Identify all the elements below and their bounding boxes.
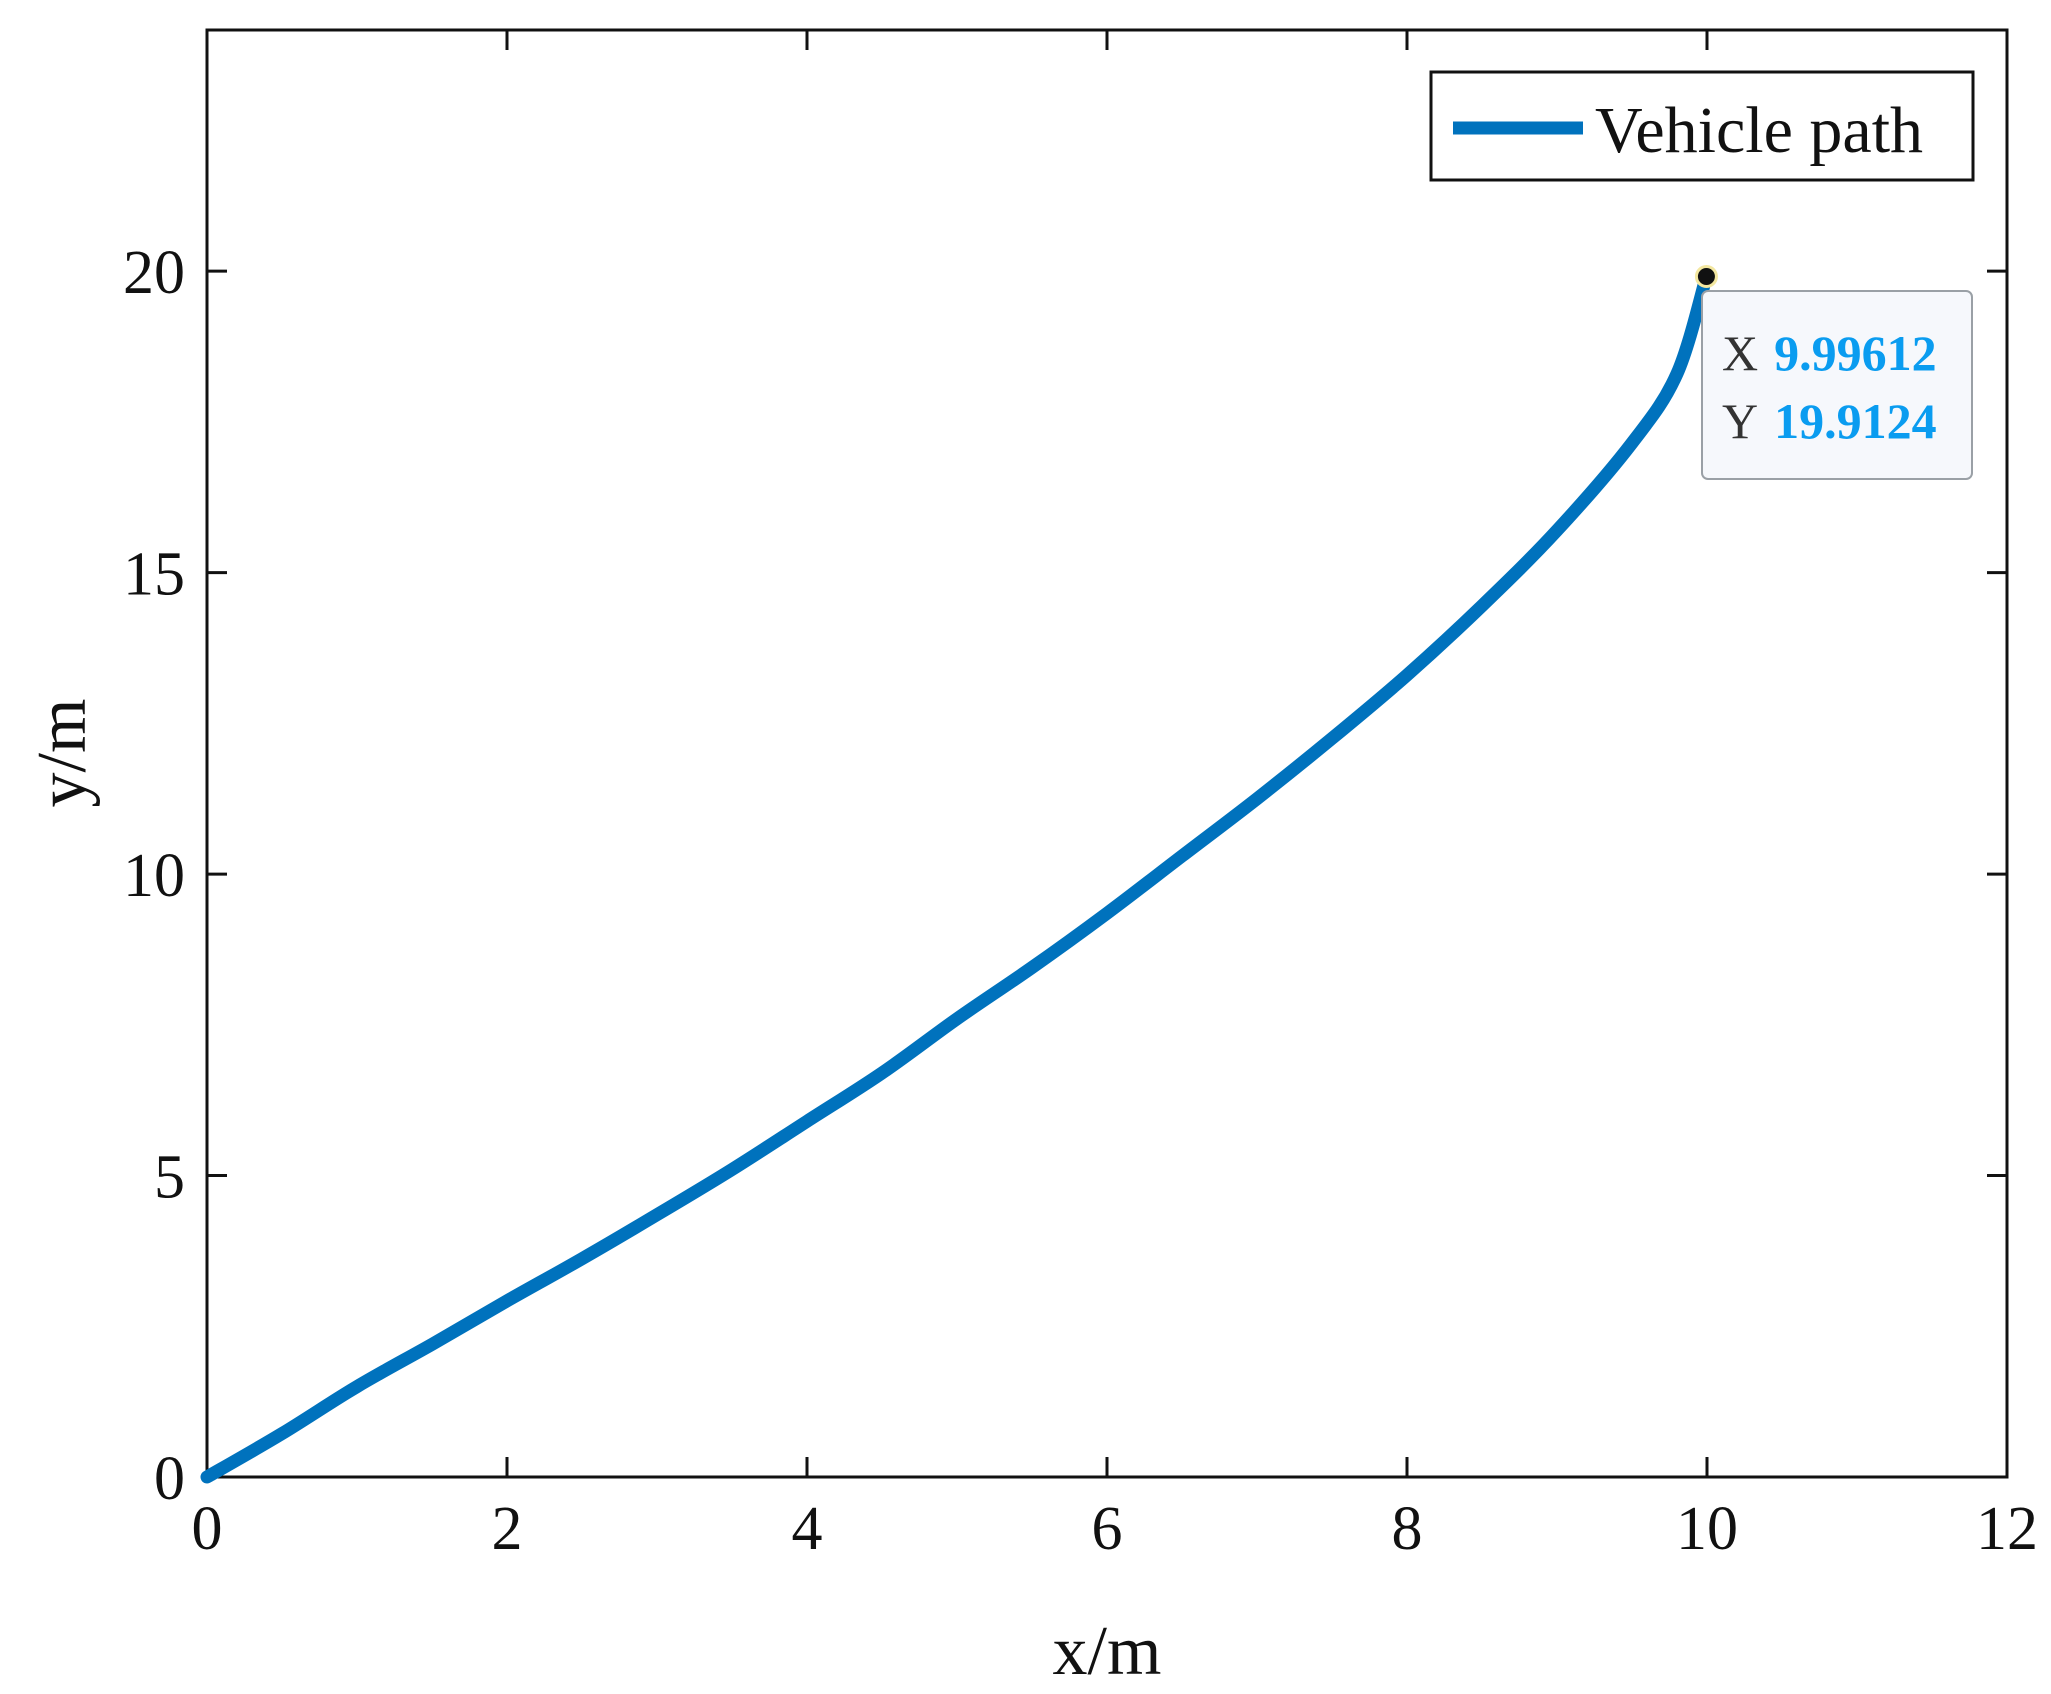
- y-tick-label: 15: [123, 541, 185, 609]
- datatip-marker: [1694, 264, 1718, 288]
- x-axis-label: x/m: [1053, 1613, 1162, 1690]
- datatip-y: Y 19.9124: [1722, 393, 1937, 449]
- plot-area: [205, 28, 2009, 1479]
- datatip-box: [1701, 290, 1973, 480]
- y-tick-label: 10: [123, 842, 185, 910]
- y-tick-label: 5: [154, 1144, 185, 1212]
- axis-ticks: [205, 30, 2009, 1479]
- x-tick-label: 6: [1092, 1495, 1123, 1563]
- y-tick-label: 20: [123, 239, 185, 307]
- y-tick-label: 0: [154, 1445, 185, 1513]
- x-tick-label: 10: [1676, 1495, 1738, 1563]
- series-line-vehicle-path: [200, 269, 1713, 1484]
- legend: Vehicle path: [1429, 70, 1975, 182]
- datatip-y-key: Y: [1722, 393, 1758, 449]
- legend-entry-vehicle-path: Vehicle path: [1595, 94, 1923, 167]
- x-tick-label: 2: [492, 1495, 523, 1563]
- datatip-x: X 9.99612: [1722, 325, 1937, 381]
- datatip-y-value: 19.9124: [1774, 393, 1937, 449]
- datatip-x-key: X: [1722, 325, 1758, 381]
- y-axis-label: y/m: [24, 699, 101, 808]
- x-tick-label: 8: [1392, 1495, 1423, 1563]
- x-tick-label: 4: [792, 1495, 823, 1563]
- datatip: X 9.99612 Y 19.9124: [1694, 264, 1973, 480]
- x-tick-label: 0: [192, 1495, 223, 1563]
- datatip-x-value: 9.99612: [1774, 325, 1937, 381]
- x-tick-label: 12: [1976, 1495, 2038, 1563]
- tick-labels: 0 2 4 6 8 10 12 0 5 10 15 20: [123, 239, 2038, 1563]
